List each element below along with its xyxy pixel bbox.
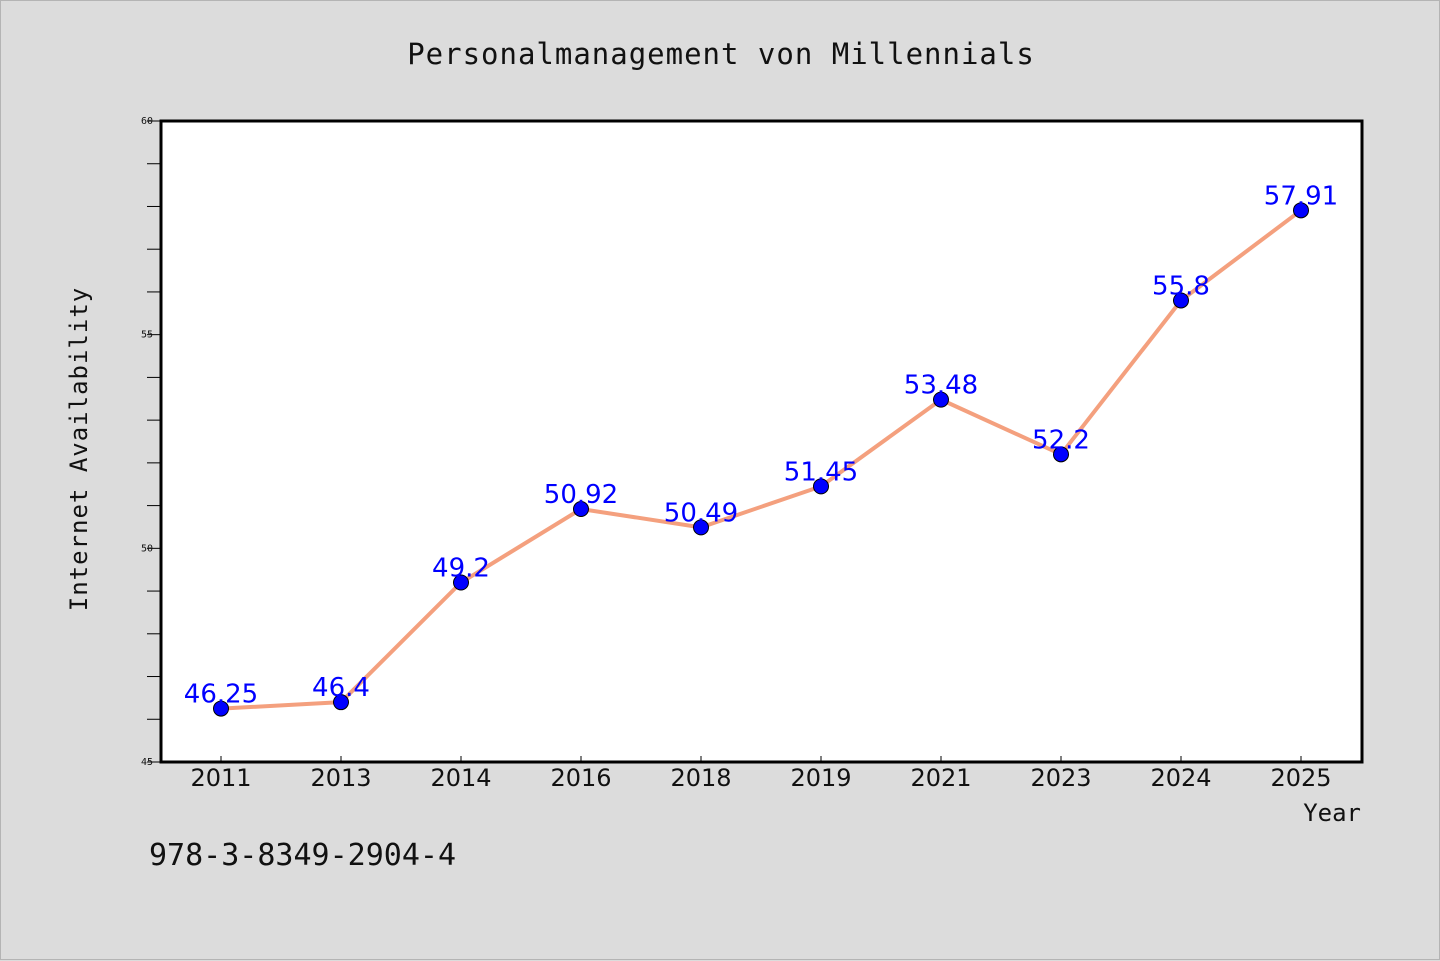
data-point <box>1053 446 1069 463</box>
plot-area <box>159 119 1364 764</box>
data-label: 53.48 <box>904 371 978 401</box>
y-axis: 45 50 55 60 <box>141 116 161 768</box>
x-tick-label: 2019 <box>790 764 851 792</box>
data-label: 46.25 <box>184 680 258 710</box>
data-point <box>693 519 709 536</box>
x-tick-label: 2024 <box>1150 764 1211 792</box>
data-point <box>1293 202 1309 219</box>
series-line-layer: 46.25 46.4 49.2 50.92 50.49 51.45 53.48 52.2 55.… <box>184 181 1338 717</box>
x-axis-label: Year <box>1303 799 1361 827</box>
data-point <box>453 574 469 591</box>
data-label: 51.45 <box>784 457 858 487</box>
x-axis: 2011 2013 2014 2016 2018 2019 2021 2023 2024 2025 <box>190 756 1332 792</box>
y-tick-label: 45 <box>141 757 153 768</box>
data-label: 55.8 <box>1152 271 1210 301</box>
footer-code: 978-3-8349-2904-4 <box>149 838 456 873</box>
y-tick-label: 55 <box>141 330 153 341</box>
chart-title: Personalmanagement von Millennials <box>407 37 1035 71</box>
x-tick-label: 2016 <box>550 764 611 792</box>
data-label: 57.91 <box>1264 181 1338 211</box>
data-label: 46.4 <box>312 673 370 703</box>
x-tick-label: 2021 <box>910 764 971 792</box>
x-tick-label: 2014 <box>430 764 491 792</box>
data-point <box>1173 292 1189 309</box>
data-label: 50.92 <box>544 480 618 510</box>
data-point <box>213 700 229 717</box>
x-tick-label: 2013 <box>310 764 371 792</box>
x-tick-label: 2025 <box>1270 764 1331 792</box>
y-axis-label: Internet Availability <box>65 287 93 611</box>
y-tick-label: 60 <box>141 116 153 127</box>
data-label: 50.49 <box>664 498 738 528</box>
x-tick-label: 2023 <box>1030 764 1091 792</box>
data-point <box>813 478 829 495</box>
data-point <box>933 391 949 408</box>
x-tick-label: 2018 <box>670 764 731 792</box>
y-tick-label: 50 <box>141 543 153 554</box>
data-label: 49.2 <box>432 554 490 584</box>
data-point <box>333 694 349 711</box>
data-label: 52.2 <box>1032 425 1090 455</box>
x-tick-label: 2011 <box>190 764 251 792</box>
series-line <box>219 208 1303 711</box>
data-point <box>573 501 589 518</box>
